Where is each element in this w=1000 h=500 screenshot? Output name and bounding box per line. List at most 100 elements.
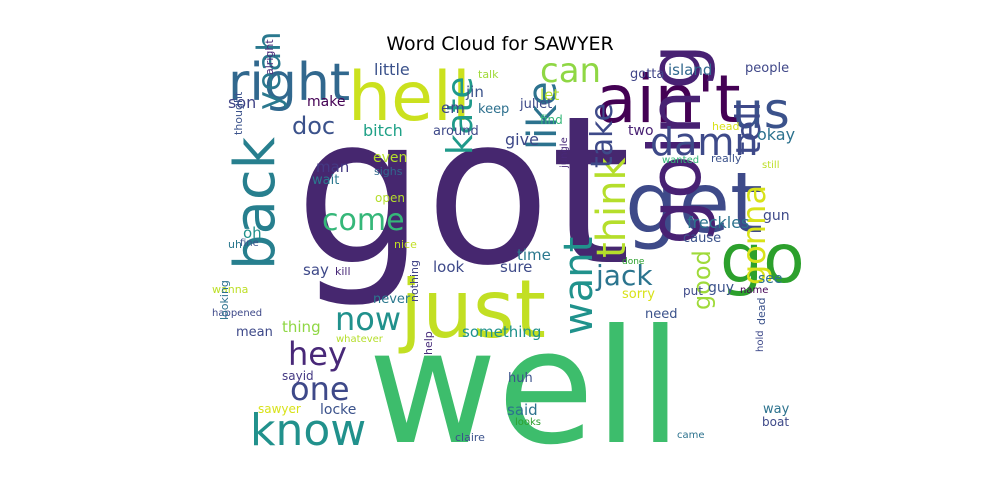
word-look: look xyxy=(433,258,465,276)
word-nice: nice xyxy=(394,238,417,251)
word-make: make xyxy=(307,94,345,110)
word-thing: thing xyxy=(282,318,321,336)
word-way: way xyxy=(763,402,790,417)
word-sawyer: sawyer xyxy=(258,402,301,416)
word-nothing: nothing xyxy=(408,260,421,302)
word-still: still xyxy=(762,160,779,171)
word-sorry: sorry xyxy=(622,287,655,302)
word-put: put xyxy=(683,284,703,298)
word-island: island xyxy=(668,61,712,79)
word-keep: keep xyxy=(478,102,509,117)
word-kate: kate xyxy=(440,76,481,155)
word-sighs: sighs xyxy=(374,165,403,178)
word-jin: jin xyxy=(465,83,484,101)
word-whatever: whatever xyxy=(336,334,384,345)
word-guy: guy xyxy=(708,280,734,296)
word-boat: boat xyxy=(762,415,789,429)
word-help: help xyxy=(422,331,435,355)
word-good: good xyxy=(688,250,716,310)
word-bitch: bitch xyxy=(363,121,403,140)
word-uh: uh xyxy=(228,238,242,251)
word-like: like xyxy=(520,81,566,150)
word-something: something xyxy=(462,323,541,341)
word-say: say xyxy=(303,261,329,279)
word-looking: looking xyxy=(218,280,231,320)
word-gonna: gonna xyxy=(735,185,773,285)
word-jack: jack xyxy=(595,259,653,292)
word-well: well xyxy=(368,296,682,480)
word-claire: claire xyxy=(455,431,485,444)
word-want: want xyxy=(556,237,602,335)
word-mean: mean xyxy=(236,325,273,340)
chart-title: Word Cloud for SAWYER xyxy=(386,33,614,55)
word-damn: damn xyxy=(650,120,759,164)
word-happened: happened xyxy=(212,308,262,319)
word-see: see xyxy=(758,271,783,287)
word-find: find xyxy=(540,113,563,127)
word-talk: talk xyxy=(478,68,499,81)
word-kill: kill xyxy=(335,265,351,278)
word-sure: sure xyxy=(500,258,532,276)
word-tell: tell xyxy=(729,102,769,155)
word-hell: hell xyxy=(348,58,471,137)
word-wait: wait xyxy=(312,173,339,188)
word-came: came xyxy=(677,430,705,441)
word-alright: alright xyxy=(263,39,276,75)
word-freckles: freckles xyxy=(687,213,749,232)
word-time: time xyxy=(517,246,551,264)
word-two: two xyxy=(628,123,654,139)
word-give: give xyxy=(505,130,539,149)
word-open: open xyxy=(375,191,405,205)
word-wanna: wanna xyxy=(212,283,248,296)
word-juliet: juliet xyxy=(519,97,552,112)
word-go: go xyxy=(720,220,805,299)
word-gun: gun xyxy=(763,208,790,224)
word-right: right xyxy=(228,53,350,113)
word-now: now xyxy=(335,300,401,338)
word-come: come xyxy=(322,203,405,238)
word-hold: hold xyxy=(755,330,766,352)
word-really: really xyxy=(711,152,742,165)
word-going: going xyxy=(633,44,717,245)
word-sayid: sayid xyxy=(282,369,314,383)
word-get: get xyxy=(625,154,763,252)
word-locke: locke xyxy=(320,402,356,418)
word-hey: hey xyxy=(288,335,347,373)
word-son: son xyxy=(228,93,256,112)
word-around: around xyxy=(433,124,479,139)
word-dead: dead xyxy=(755,298,768,325)
word-jungle: jungle xyxy=(559,137,570,169)
word-little: little xyxy=(374,60,410,79)
word-oh: oh xyxy=(243,224,262,242)
word-doc: doc xyxy=(292,112,335,140)
word-know: know xyxy=(250,405,366,456)
word-need: need xyxy=(645,307,678,322)
word-let: let xyxy=(540,86,559,104)
word-gotta: gotta xyxy=(630,67,664,82)
word-looks: looks xyxy=(515,417,541,428)
word-got: got xyxy=(295,73,631,311)
word-head: head xyxy=(712,120,739,133)
word-just: just xyxy=(398,263,546,356)
word-one: one xyxy=(290,370,350,408)
word-man: man xyxy=(316,158,349,176)
word-said: said xyxy=(507,401,538,419)
word-aint: ain't xyxy=(596,61,741,138)
word-okay: okay xyxy=(757,125,795,144)
word-thought: thought xyxy=(232,91,245,135)
word-think: think xyxy=(589,157,635,259)
word-fine: fine xyxy=(240,238,259,249)
word-name: name xyxy=(740,285,768,296)
word-em: em xyxy=(441,99,465,117)
word-can: can xyxy=(540,51,601,91)
word-yeah: yeah xyxy=(250,31,288,110)
word-people: people xyxy=(745,61,789,76)
word-us: us xyxy=(732,82,790,140)
word-never: never xyxy=(373,292,411,307)
word-take: take xyxy=(585,103,620,168)
word-cause: cause xyxy=(683,231,721,246)
word-even: even xyxy=(373,150,407,166)
word-back: back xyxy=(223,136,288,270)
word-huh: huh xyxy=(508,371,533,386)
